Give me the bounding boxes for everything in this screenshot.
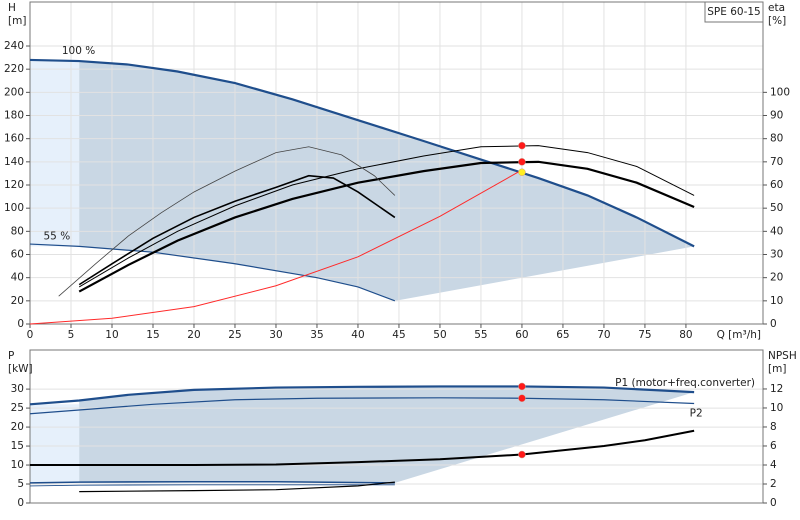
x-tick-label: 15 (146, 329, 159, 341)
y2-tick-label: 100 (770, 86, 790, 98)
curve (29, 480, 395, 484)
y2-tick-label: 8 (770, 421, 777, 433)
y2-tick-label: 12 (770, 383, 783, 395)
y-tick-label: 120 (4, 179, 24, 191)
x-tick-label: 75 (638, 329, 651, 341)
x-tick-label: 50 (433, 329, 446, 341)
x-tick-label: 25 (228, 329, 241, 341)
y-tick-label: 30 (11, 383, 24, 395)
duty-point (518, 158, 526, 166)
curve (79, 481, 395, 493)
y2-tick-label: 10 (770, 295, 783, 307)
curve-label: 100 % (62, 45, 95, 57)
y2-tick-label: 10 (770, 402, 783, 414)
duty-point (518, 382, 526, 391)
x-tick-label: 60 (515, 329, 528, 341)
y2-tick-label: 40 (770, 225, 783, 237)
y-tick-label: 0 (17, 318, 24, 330)
y2-tick-label: 30 (770, 249, 783, 261)
y-tick-label: 80 (11, 225, 24, 237)
low-flow-zone (30, 59, 80, 247)
y2-tick-label: 6 (770, 440, 777, 452)
y2-axis-label: NPSH (768, 350, 797, 362)
y-tick-label: 60 (11, 249, 24, 261)
y-tick-label: 160 (4, 133, 24, 145)
x-tick-label: 0 (27, 329, 34, 341)
duty-point (518, 450, 526, 459)
y2-tick-label: 70 (770, 156, 783, 168)
operating-range (79, 61, 695, 301)
curve (29, 385, 695, 406)
low-flow-zone (30, 404, 80, 483)
y2-axis-label: eta (768, 2, 785, 14)
y2-tick-label: 20 (770, 272, 783, 284)
y-tick-label: 100 (4, 202, 24, 214)
y2-tick-label: 0 (770, 497, 777, 509)
x-tick-label: 20 (187, 329, 200, 341)
y-tick-label: 10 (11, 459, 24, 471)
y-tick-label: 140 (4, 156, 24, 168)
y2-tick-label: 0 (770, 318, 777, 330)
curve (29, 169, 523, 325)
y2-tick-label: 50 (770, 202, 783, 214)
x-tick-label: 40 (351, 329, 364, 341)
y-tick-label: 40 (11, 272, 24, 284)
duty-point (518, 168, 526, 177)
y-tick-label: 200 (4, 86, 24, 98)
x-tick-label: 5 (68, 329, 75, 341)
y-tick-label: 20 (11, 295, 24, 307)
y-tick-label: 5 (17, 478, 24, 490)
y2-tick-label: 2 (770, 478, 777, 490)
curve (58, 146, 396, 297)
y2-axis-label: [%] (768, 15, 786, 27)
x-tick-label: 30 (269, 329, 282, 341)
curve-label: 55 % (44, 230, 71, 242)
title-box (704, 1, 764, 23)
y-axis-label: H (8, 2, 16, 14)
y-axis-label: P (8, 350, 14, 362)
y2-tick-label: 4 (770, 459, 777, 471)
y2-tick-label: 80 (770, 133, 783, 145)
y-tick-label: 240 (4, 40, 24, 52)
chart-title: SPE 60-15 (707, 6, 760, 18)
curve (30, 429, 695, 466)
y-tick-label: 0 (17, 497, 24, 509)
duty-point (518, 394, 526, 402)
y-tick-label: 25 (11, 402, 24, 414)
x-tick-label: 80 (679, 329, 692, 341)
x-tick-label: 35 (310, 329, 323, 341)
x-tick-label: 10 (105, 329, 118, 341)
x-tick-label: 45 (392, 329, 405, 341)
y-tick-label: 180 (4, 110, 24, 122)
y2-axis-label: [m] (768, 363, 786, 375)
curve (29, 58, 695, 248)
y-tick-label: 20 (11, 421, 24, 433)
curve (78, 174, 396, 286)
plot-frame (29, 1, 764, 325)
y-tick-label: 220 (4, 63, 24, 75)
y2-tick-label: 60 (770, 179, 783, 191)
curve (78, 160, 695, 293)
y-axis-label: [m] (8, 15, 26, 27)
x-tick-label: 55 (474, 329, 487, 341)
curve (29, 243, 396, 302)
x-axis-label: Q [m³/h] (717, 329, 761, 341)
curve (78, 145, 695, 288)
y-axis-label: [kW] (8, 363, 33, 375)
x-tick-label: 65 (556, 329, 569, 341)
curve-label: P1 (motor+freq.converter) (615, 377, 755, 389)
curve (29, 484, 395, 487)
curve-label: P2 (690, 408, 703, 420)
x-tick-label: 70 (597, 329, 610, 341)
operating-range (79, 386, 695, 483)
curve (29, 397, 695, 415)
y2-tick-label: 90 (770, 110, 783, 122)
duty-point (518, 141, 526, 150)
y-tick-label: 15 (11, 440, 24, 452)
